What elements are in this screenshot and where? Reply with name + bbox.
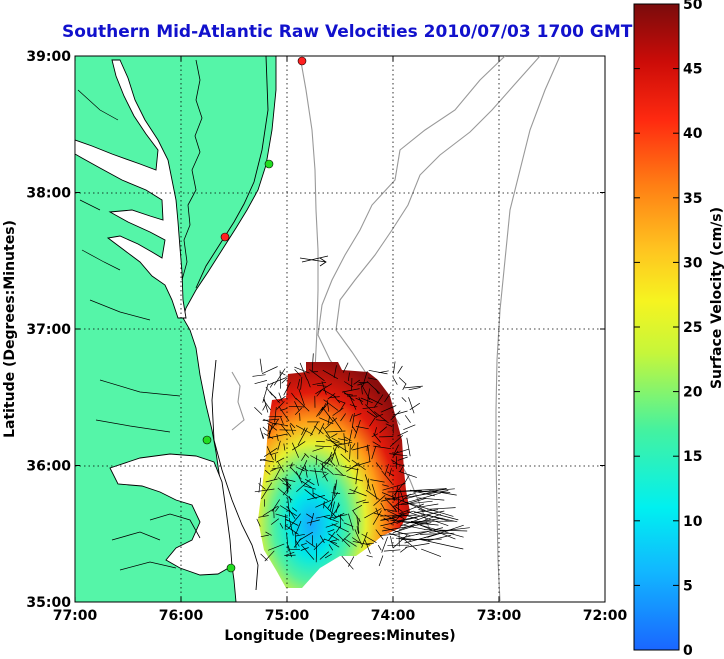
rivers [77, 89, 181, 433]
colorbar-ticks: 0 5 10 15 20 25 30 35 40 45 50 [634, 0, 703, 659]
colorbar-tick-label: 40 [683, 126, 703, 142]
x-tick-label: 73:00 [477, 608, 522, 624]
y-tick-label: 35:00 [26, 595, 71, 611]
grid-lines [75, 56, 605, 602]
x-axis-label: Longitude (Degrees:Minutes) [224, 628, 455, 644]
y-tick-label: 36:00 [26, 459, 71, 475]
y-axis-label: Latitude (Degrees:Minutes) [2, 220, 18, 438]
x-tick-label: 77:00 [53, 608, 98, 624]
colorbar-label: Surface Velocity (cm/s) [709, 207, 724, 389]
bathymetry-contour-outer [495, 56, 561, 602]
station-marker [220, 232, 230, 242]
map-title: Southern Mid-Atlantic Raw Velocities 201… [62, 22, 633, 42]
y-tick-label: 38:00 [26, 186, 71, 202]
y-tick-label: 39:00 [26, 49, 71, 65]
colorbar-tick-label: 15 [683, 449, 702, 465]
bathymetry-contour-mid [335, 56, 541, 426]
station-marker [202, 435, 212, 445]
colorbar-tick-label: 10 [683, 514, 703, 530]
station-marker [264, 159, 274, 169]
axes: 77:00 76:00 75:00 74:00 73:00 72:00 39:00 38:00… [26, 49, 627, 624]
x-tick-label: 75:00 [265, 608, 310, 624]
colorbar-tick-label: 45 [683, 62, 702, 78]
colorbar-tick-label: 50 [683, 0, 703, 13]
coast-detail [181, 59, 203, 281]
velocity-vectors [252, 353, 470, 570]
pamlico-sound [109, 453, 233, 576]
colorbar-tick-label: 30 [683, 255, 703, 271]
colorbar-tick-label: 25 [683, 320, 702, 336]
station-marker [226, 563, 236, 573]
x-tick-label: 74:00 [371, 608, 416, 624]
chesapeake-bay [75, 59, 187, 319]
colorbar-tick-label: 0 [683, 643, 693, 659]
velocity-field [258, 362, 410, 588]
colorbar-tick-label: 20 [683, 385, 703, 401]
sound-detail [111, 513, 201, 571]
x-tick-label: 76:00 [159, 608, 204, 624]
y-tick-label: 37:00 [26, 322, 71, 338]
station-markers [202, 56, 307, 573]
colorbar [633, 3, 680, 651]
x-tick-label: 72:00 [583, 608, 628, 624]
colorbar-tick-label: 35 [683, 191, 702, 207]
colorbar-tick-label: 5 [683, 578, 693, 594]
barrier-islands [195, 56, 269, 591]
offshore-vector [299, 255, 329, 267]
station-marker [297, 56, 307, 66]
